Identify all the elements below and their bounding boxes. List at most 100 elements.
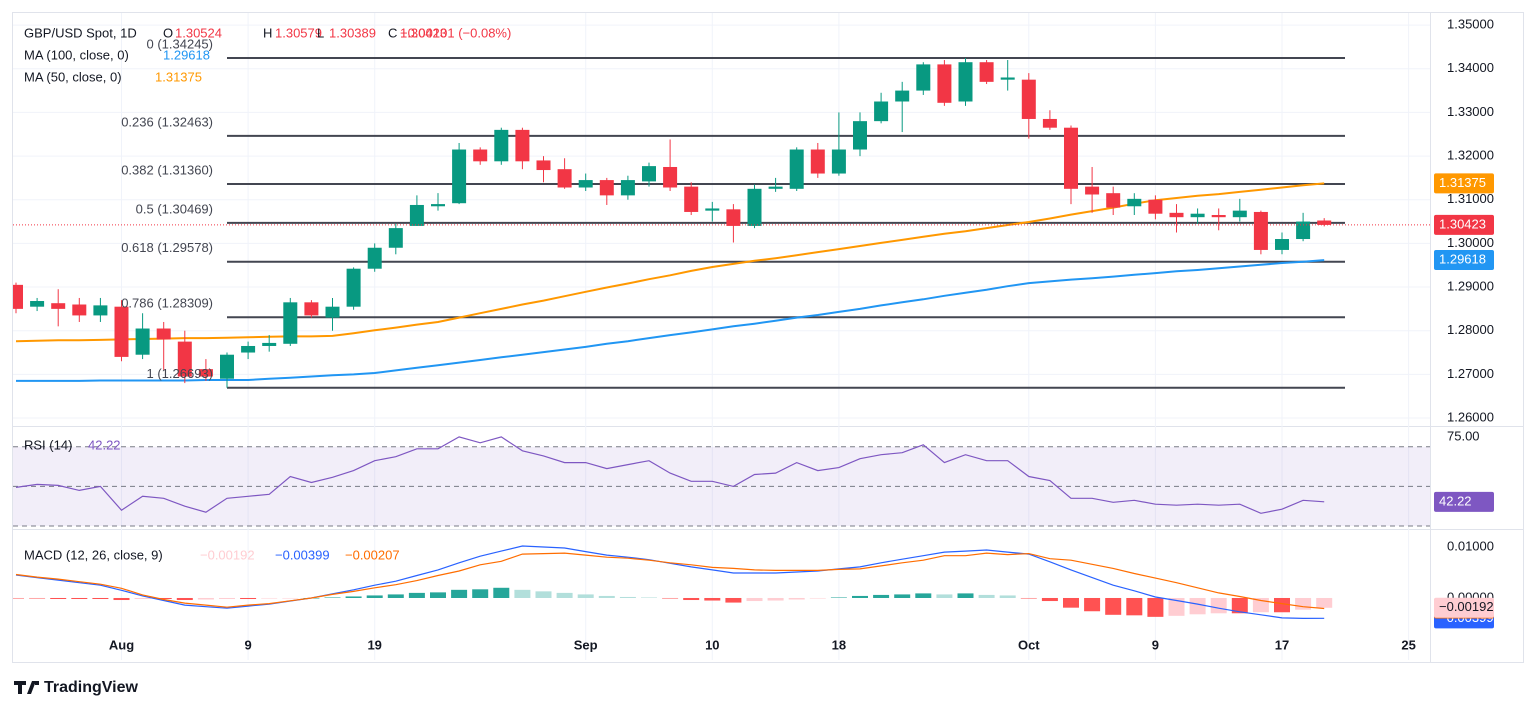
candle-body xyxy=(958,62,973,102)
macd-legend-value: −0.00399 xyxy=(275,547,330,562)
histogram-bar xyxy=(29,597,46,599)
y-tick-label: 0.01000 xyxy=(1447,538,1494,553)
x-tick-label: 17 xyxy=(1275,637,1289,652)
rsi-pane xyxy=(13,436,1430,527)
histogram-bar xyxy=(155,597,172,600)
macd-pane xyxy=(13,545,1333,620)
rsi-badge xyxy=(1434,491,1494,512)
histogram-bar xyxy=(240,597,257,600)
rsi-badge-text: 42.22 xyxy=(1439,493,1472,508)
candle-body xyxy=(473,149,488,162)
candle-body xyxy=(135,328,150,355)
candle-body xyxy=(304,302,319,316)
ma-badge xyxy=(1434,250,1494,271)
histogram-bar xyxy=(957,593,974,598)
x-tick-label: Sep xyxy=(574,637,598,652)
ohlc-label: H xyxy=(263,25,272,40)
histogram-bar xyxy=(598,595,615,598)
fib-label: 0.5 (1.30469) xyxy=(136,201,213,216)
fib-label: 0 (1.34245) xyxy=(147,36,214,51)
candle-body xyxy=(156,328,171,340)
x-tick-label: 25 xyxy=(1401,637,1415,652)
pane-title: MACD (12, 26, close, 9) xyxy=(24,547,163,562)
x-tick-label: 10 xyxy=(705,637,719,652)
price-badge-text: 1.30423 xyxy=(1439,216,1486,231)
candle-body xyxy=(874,101,889,122)
x-tick-label: Oct xyxy=(1018,637,1040,652)
histogram-bar xyxy=(704,597,721,601)
ohlc-label: C xyxy=(388,25,397,40)
histogram-bar xyxy=(767,597,784,601)
candle-body xyxy=(1232,210,1247,218)
histogram-bar xyxy=(1126,597,1143,616)
histogram-bar xyxy=(430,592,446,598)
ma-badge-text: 1.29618 xyxy=(1439,251,1486,266)
histogram-bar xyxy=(1063,597,1079,608)
histogram-bar xyxy=(1316,597,1333,608)
price-badge xyxy=(1434,214,1494,235)
candle-body xyxy=(114,306,129,357)
x-tick-label: 9 xyxy=(1152,637,1159,652)
candle-body xyxy=(325,306,340,318)
fib-label: 0.786 (1.28309) xyxy=(121,296,213,311)
candle-body xyxy=(1000,77,1015,80)
candle-body xyxy=(747,188,762,226)
candle-body xyxy=(220,354,234,379)
histogram-bar xyxy=(978,594,995,598)
grid xyxy=(13,13,1430,660)
candle-body xyxy=(1148,199,1163,214)
histogram-bar xyxy=(387,594,404,598)
histogram-bar xyxy=(1274,597,1290,613)
fib-label: 0.236 (1.32463) xyxy=(121,114,213,129)
candle-body xyxy=(705,208,720,211)
histogram-bar xyxy=(197,597,214,600)
histogram-bar xyxy=(345,596,362,598)
histogram-bar xyxy=(176,597,193,601)
candle-body xyxy=(1296,221,1311,240)
candle-body xyxy=(1042,118,1057,128)
y-tick-label: 1.35000 xyxy=(1447,17,1494,32)
histogram-bar xyxy=(915,593,932,598)
candle-body xyxy=(916,64,931,91)
macd-badge xyxy=(1434,597,1494,618)
histogram-bar xyxy=(1041,597,1058,602)
histogram-bar xyxy=(746,597,763,602)
ohlc-label: O xyxy=(163,25,173,40)
logo-icon xyxy=(14,681,39,694)
y-tick-label: 1.32000 xyxy=(1447,148,1494,163)
histogram-bar xyxy=(852,595,868,598)
price-pane xyxy=(13,57,1430,389)
candle-body xyxy=(1275,239,1289,250)
histogram-bar xyxy=(451,589,468,598)
histogram-bar xyxy=(261,597,278,599)
x-tick-label: Aug xyxy=(109,637,134,652)
brand: TradingView xyxy=(44,679,139,696)
histogram-bar xyxy=(1210,597,1227,614)
candle-body xyxy=(1064,127,1078,189)
histogram-bar xyxy=(619,596,636,598)
histogram-bar xyxy=(324,597,341,598)
y-tick-label: 1.27000 xyxy=(1447,366,1494,381)
histogram-bar xyxy=(1020,597,1037,599)
rsi-value: 42.22 xyxy=(88,437,121,452)
y-tick-label: 1.31000 xyxy=(1447,191,1494,206)
candle-body xyxy=(642,166,656,182)
y-tick-label: 1.33000 xyxy=(1447,104,1494,119)
ma-badge-text: 1.31375 xyxy=(1439,175,1486,190)
candle-body xyxy=(979,62,994,82)
change: −0.00101 (−0.08%) xyxy=(400,25,511,40)
fib-label: 0.618 (1.29578) xyxy=(121,240,213,255)
histogram-bar xyxy=(366,595,383,598)
ohlc-value: 1.30389 xyxy=(329,25,376,40)
ma-legend-name: MA (100, close, 0) xyxy=(24,47,129,62)
candle-body xyxy=(1106,193,1121,208)
candle-body xyxy=(72,304,87,316)
histogram-bar xyxy=(472,589,489,598)
candle-body xyxy=(1190,213,1205,218)
histogram-bar xyxy=(683,597,700,601)
histogram-bar xyxy=(493,587,510,598)
ohlc-value: 1.30579 xyxy=(275,25,322,40)
candle-body xyxy=(1021,79,1036,119)
ma-legend-value: 1.29618 xyxy=(163,47,210,62)
histogram-bar xyxy=(641,597,657,598)
